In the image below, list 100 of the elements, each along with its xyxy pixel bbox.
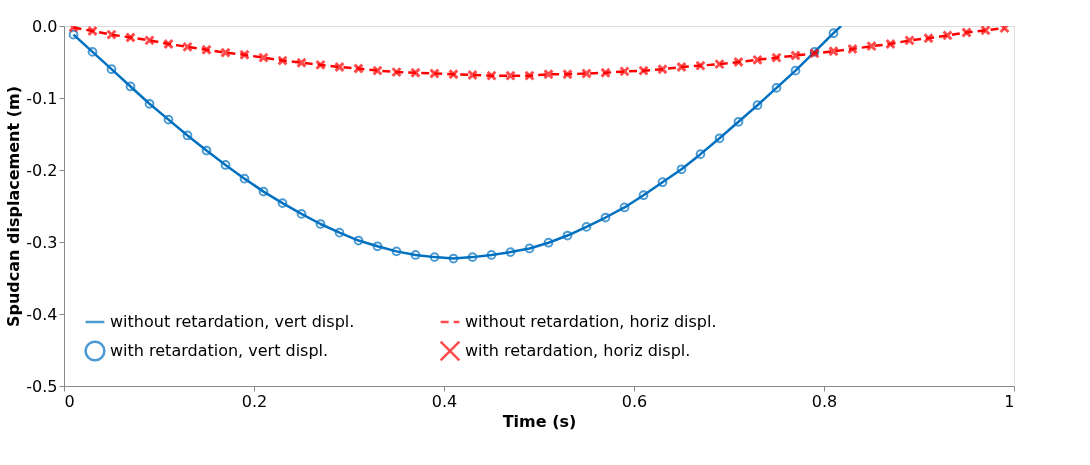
point <box>467 252 478 262</box>
point <box>182 130 193 141</box>
point <box>676 61 687 73</box>
point <box>524 70 535 82</box>
point <box>486 70 497 82</box>
point <box>87 26 98 37</box>
legend-label: without retardation, vert displ. <box>110 312 355 331</box>
point <box>562 68 573 80</box>
point <box>619 65 630 77</box>
legend-label: with retardation, horiz displ. <box>465 341 691 360</box>
y-axis-title: Spudcan displacement (m) <box>4 85 24 328</box>
point <box>942 29 953 41</box>
point <box>638 65 649 77</box>
point <box>258 186 269 197</box>
point <box>144 98 155 109</box>
point <box>695 149 706 160</box>
point <box>334 61 345 73</box>
point <box>733 116 744 127</box>
point <box>505 70 516 82</box>
point <box>581 222 592 232</box>
x-tick-label: 0 <box>64 391 75 411</box>
point <box>885 38 896 50</box>
point <box>657 177 668 188</box>
point <box>296 209 307 219</box>
point <box>315 219 326 229</box>
point <box>543 237 554 248</box>
point <box>277 55 288 66</box>
point <box>771 83 782 93</box>
point <box>220 47 231 59</box>
x-axis-title: Time (s) <box>502 411 577 431</box>
point <box>239 173 250 184</box>
point <box>581 68 592 79</box>
point <box>163 38 174 50</box>
point <box>600 212 611 223</box>
point <box>600 67 611 79</box>
x-tick-label: 0.2 <box>241 391 268 411</box>
point <box>429 68 440 79</box>
y-tick-label: -0.5 <box>26 376 58 396</box>
point <box>182 41 193 53</box>
point <box>448 68 459 80</box>
y-tick-label: 0.0 <box>32 16 58 36</box>
point <box>980 26 991 36</box>
legend-label: with retardation, vert displ. <box>110 341 329 360</box>
point <box>543 68 554 80</box>
point <box>410 250 421 260</box>
point <box>315 59 326 71</box>
point <box>372 241 383 252</box>
point <box>220 160 231 170</box>
point <box>866 40 877 52</box>
point <box>771 52 782 64</box>
point <box>676 164 687 175</box>
point <box>448 253 459 264</box>
point <box>961 27 972 38</box>
y-tick-label: -0.3 <box>26 232 58 252</box>
point <box>106 64 117 75</box>
x-tick-label: 0.4 <box>431 391 458 411</box>
point <box>410 67 421 79</box>
point <box>752 54 763 66</box>
point <box>714 58 725 70</box>
point <box>790 50 801 61</box>
point <box>87 47 98 57</box>
point <box>733 56 744 68</box>
point <box>638 190 649 201</box>
point <box>923 32 934 44</box>
x-tick-label: 1 <box>1004 391 1015 411</box>
y-tick-label: -0.2 <box>26 160 58 180</box>
point <box>524 243 535 254</box>
point <box>163 114 174 125</box>
point <box>429 252 440 262</box>
point <box>106 29 117 41</box>
point <box>353 63 364 74</box>
point <box>372 65 383 77</box>
point <box>201 44 212 56</box>
legend-label: without retardation, horiz displ. <box>465 312 717 331</box>
point <box>657 63 668 75</box>
point <box>619 202 630 213</box>
y-tick-label: -0.4 <box>26 304 58 324</box>
point <box>201 145 212 156</box>
point <box>486 250 497 260</box>
point <box>790 65 801 76</box>
point <box>467 69 478 81</box>
point <box>847 43 858 55</box>
point <box>391 246 402 257</box>
x-tick-label: 0.8 <box>811 391 838 411</box>
point <box>562 230 573 241</box>
point <box>828 28 839 39</box>
point <box>144 35 155 46</box>
point <box>904 35 915 46</box>
point <box>125 81 136 92</box>
point <box>334 227 345 238</box>
x-tick-label: 0.6 <box>621 391 648 411</box>
y-tick-label: -0.1 <box>26 88 58 108</box>
point <box>828 45 839 57</box>
point <box>125 32 136 43</box>
point <box>391 66 402 78</box>
point <box>714 133 725 144</box>
point <box>505 247 516 257</box>
point <box>277 198 288 208</box>
point <box>353 235 364 246</box>
point <box>752 100 763 111</box>
